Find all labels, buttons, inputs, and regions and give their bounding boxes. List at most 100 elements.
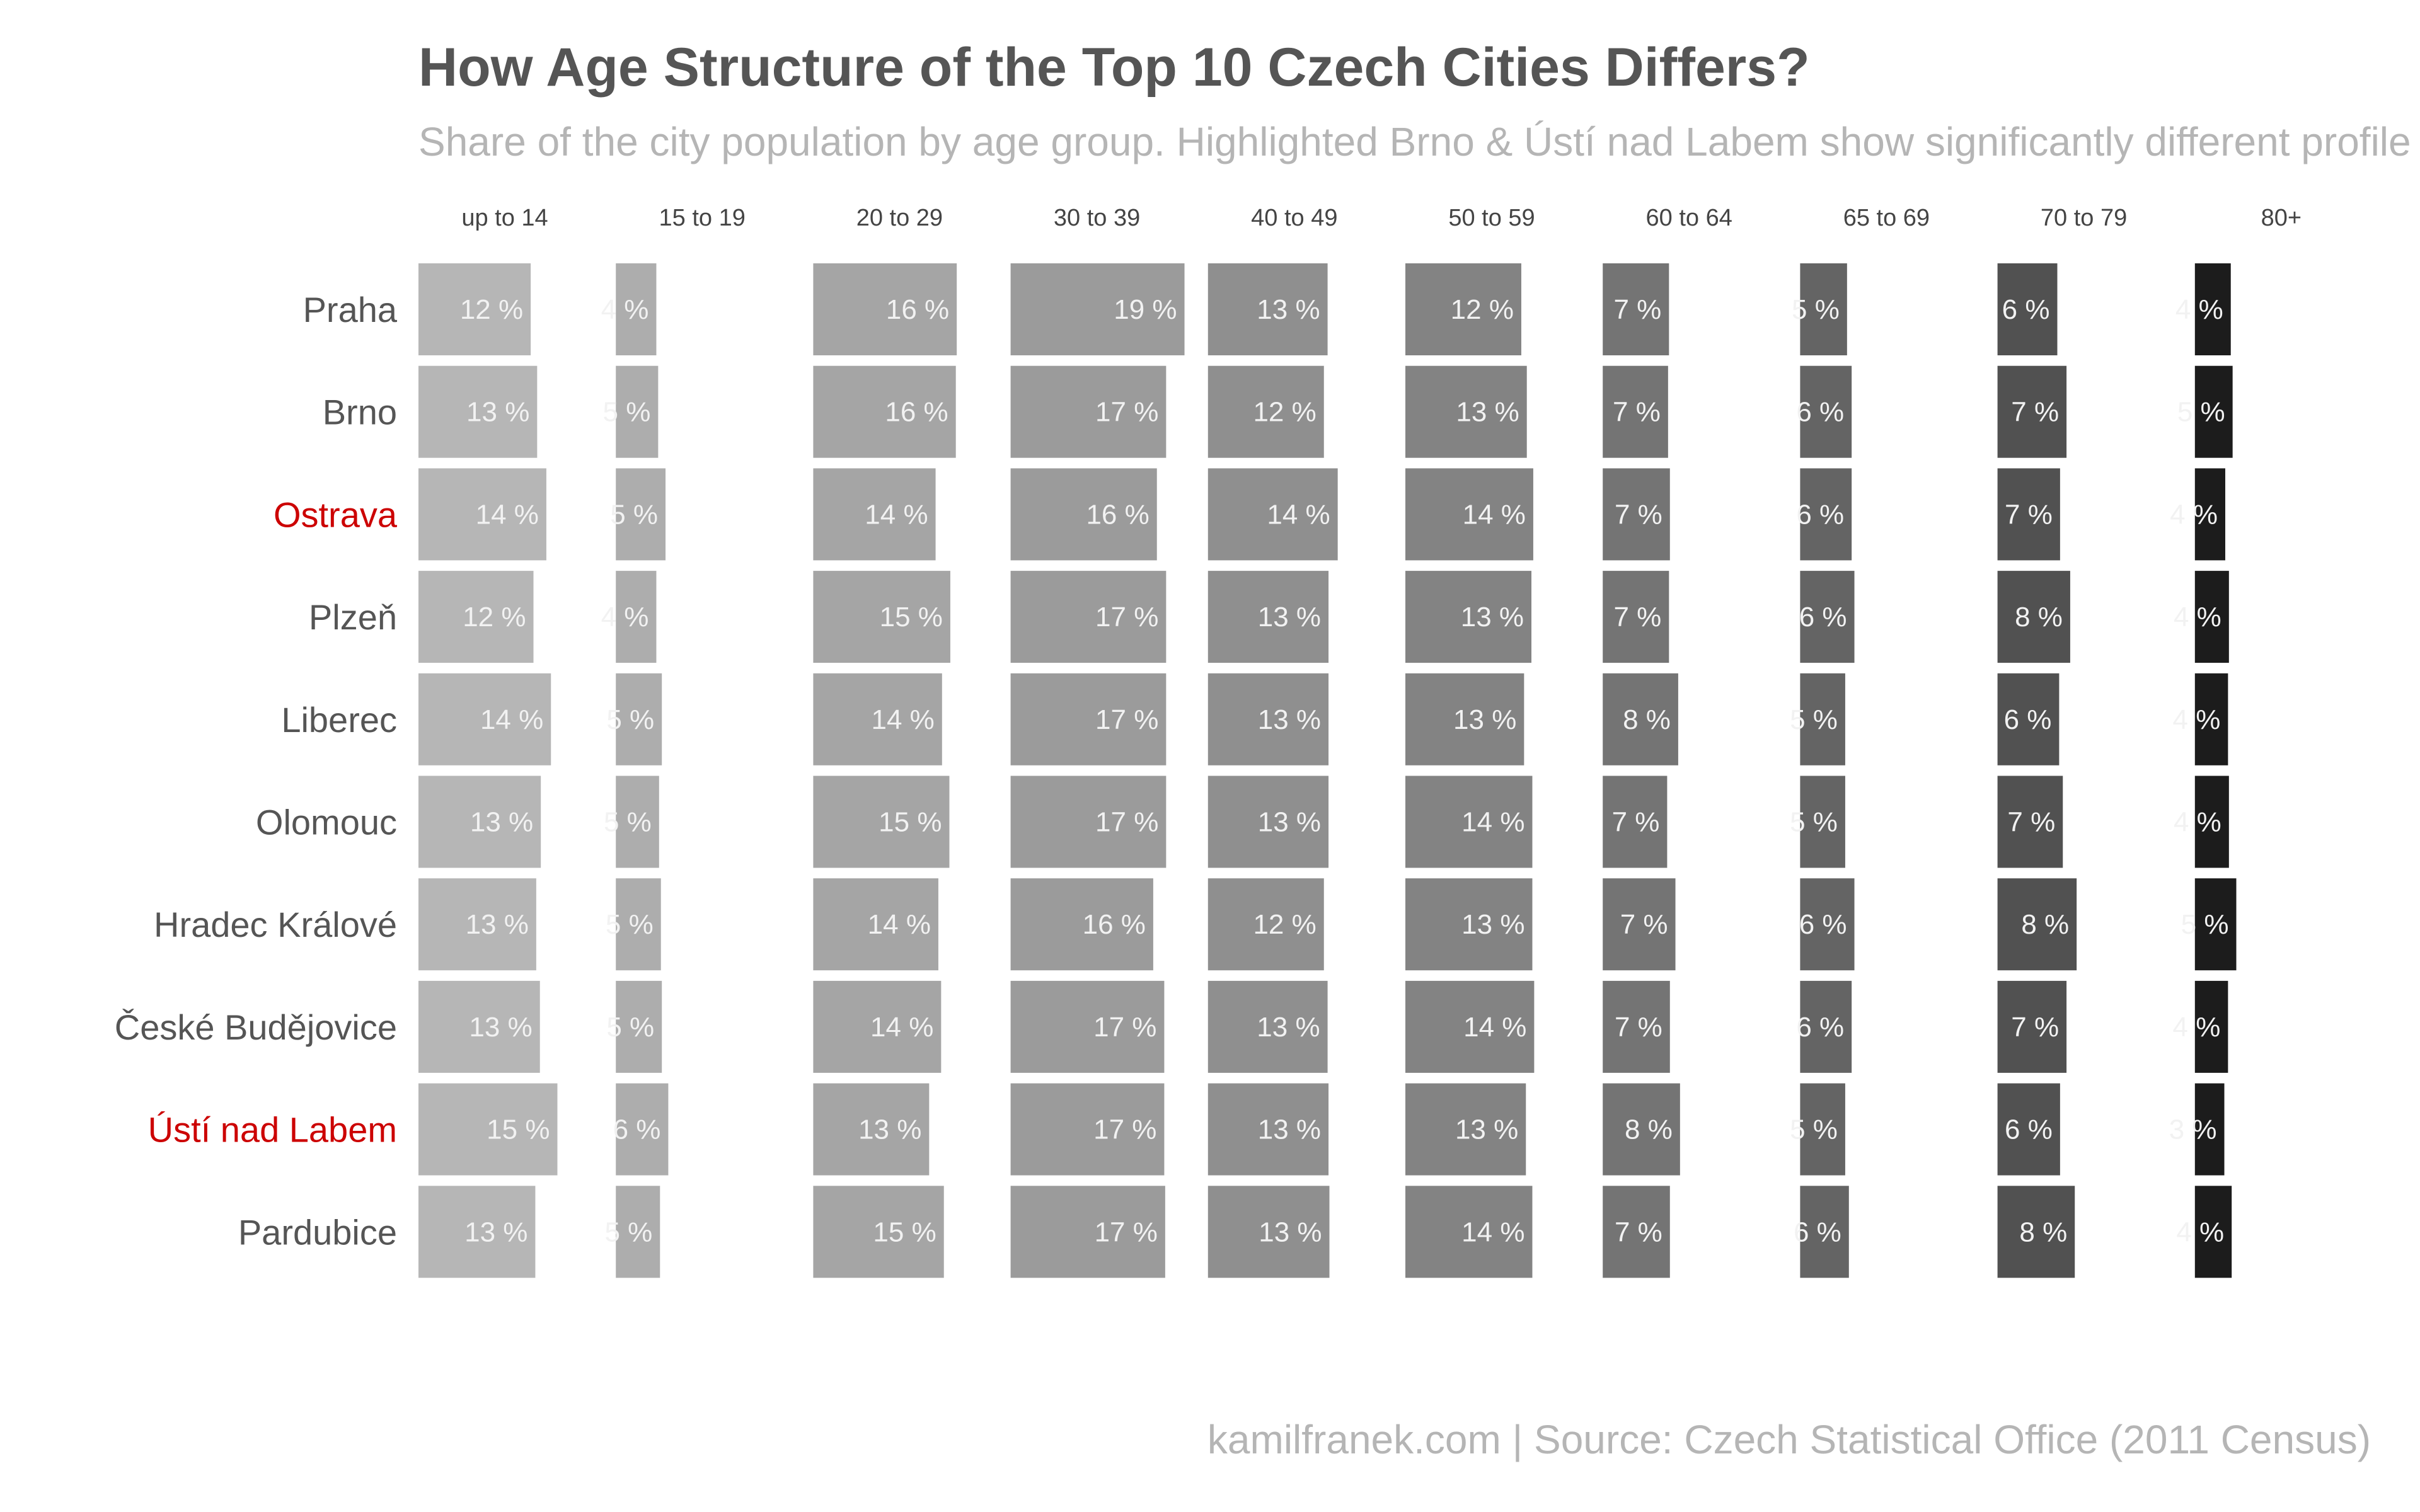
bar-value-label: 15 %: [873, 1217, 936, 1247]
bar-value-label: 5 %: [2181, 909, 2229, 940]
bar-rect: [1405, 1186, 1533, 1278]
bar-usti-nad-labem-60-to-64: 8 %: [1603, 1083, 1680, 1176]
bar-value-label: 13 %: [1258, 704, 1321, 735]
city-label-ostrava: Ostrava: [274, 495, 398, 534]
bar-rect: [1603, 1083, 1680, 1176]
bar-rect: [418, 1186, 536, 1278]
bar-brno-80: 5 %: [2177, 365, 2233, 458]
bar-value-label: 4 %: [2175, 294, 2223, 325]
bar-rect: [1800, 776, 1845, 868]
bar-rect: [1010, 365, 1167, 458]
bar-praha-15-to-19: 4 %: [601, 263, 657, 355]
bar-rect: [1010, 263, 1185, 355]
bar-value-label: 16 %: [885, 397, 948, 428]
bar-praha-70-to-79: 6 %: [1997, 263, 2058, 355]
bar-liberec-20-to-29: 14 %: [813, 673, 942, 765]
bar-value-label: 7 %: [1613, 294, 1661, 325]
bar-rect: [418, 365, 538, 458]
bar-pardubice-15-to-19: 5 %: [604, 1186, 660, 1278]
bar-value-label: 13 %: [1258, 807, 1321, 838]
bar-rect: [1010, 1083, 1165, 1176]
bar-rect: [813, 878, 938, 971]
age-group-headers: up to 14 15 to 19 20 to 29 30 to 39 40 to 49…: [461, 205, 2302, 231]
bar-rect: [2194, 263, 2231, 355]
bar-value-label: 13 %: [469, 1012, 532, 1043]
bar-value-label: 14 %: [1461, 1217, 1524, 1247]
bar-praha-40-to-49: 13 %: [1207, 263, 1328, 355]
bar-liberec-80: 4 %: [2173, 673, 2228, 765]
bar-praha-30-to-39: 19 %: [1010, 263, 1185, 355]
bar-usti-nad-labem-30-to-39: 17 %: [1010, 1083, 1165, 1176]
bar-rect: [1010, 1186, 1165, 1278]
bar-value-label: 8 %: [1625, 1114, 1673, 1145]
bar-rect: [418, 1083, 558, 1176]
bar-brno-50-to-59: 13 %: [1405, 365, 1527, 458]
bar-value-label: 12 %: [1253, 909, 1316, 940]
bar-pardubice-30-to-39: 17 %: [1010, 1186, 1165, 1278]
bar-brno-up-to-14: 13 %: [418, 365, 538, 458]
city-label-praha: Praha: [303, 290, 398, 329]
bar-hradec-kralove-65-to-69: 6 %: [1799, 878, 1855, 971]
bar-liberec-up-to-14: 14 %: [418, 673, 551, 765]
bar-rect: [2194, 980, 2228, 1073]
age-group-header-60-to-64: 60 to 64: [1646, 205, 1732, 231]
bar-liberec-40-to-49: 13 %: [1207, 673, 1329, 765]
bar-rect: [1207, 1186, 1330, 1278]
bar-rect: [616, 468, 666, 561]
bar-brno-20-to-29: 16 %: [813, 365, 956, 458]
bar-ceske-budejovice-40-to-49: 13 %: [1207, 980, 1328, 1073]
bar-value-label: 4 %: [2174, 807, 2221, 838]
bar-rect: [1603, 263, 1669, 355]
bar-rect: [813, 980, 942, 1073]
bar-ceske-budejovice-50-to-59: 14 %: [1405, 980, 1535, 1073]
bar-value-label: 17 %: [1095, 704, 1158, 735]
bar-pardubice-up-to-14: 13 %: [418, 1186, 536, 1278]
bar-value-label: 12 %: [1253, 397, 1316, 428]
bar-value-label: 15 %: [879, 807, 942, 838]
bar-value-label: 5 %: [1790, 704, 1838, 735]
bar-value-label: 13 %: [1258, 602, 1321, 633]
bar-value-label: 5 %: [604, 1217, 652, 1247]
bar-liberec-65-to-69: 5 %: [1790, 673, 1845, 765]
bar-rect: [1997, 673, 2060, 765]
bar-usti-nad-labem-70-to-79: 6 %: [1997, 1083, 2060, 1176]
age-group-header-30-to-39: 30 to 39: [1054, 205, 1140, 231]
bar-pardubice-60-to-64: 7 %: [1603, 1186, 1670, 1278]
bar-value-label: 14 %: [1267, 499, 1330, 530]
bar-rect: [1010, 878, 1153, 971]
bar-value-label: 17 %: [1095, 602, 1158, 633]
bar-rect: [2194, 571, 2229, 663]
bar-rect: [1997, 468, 2060, 561]
bar-plzen-40-to-49: 13 %: [1207, 571, 1329, 663]
bar-value-label: 14 %: [1463, 499, 1526, 530]
bar-rect: [1207, 571, 1329, 663]
bar-value-label: 6 %: [2005, 1114, 2053, 1145]
bar-rect: [1800, 673, 1845, 765]
bar-pardubice-20-to-29: 15 %: [813, 1186, 944, 1278]
bar-value-label: 17 %: [1093, 1114, 1156, 1145]
bar-value-label: 13 %: [464, 1217, 527, 1247]
bar-hradec-kralove-30-to-39: 16 %: [1010, 878, 1153, 971]
bar-ceske-budejovice-65-to-69: 6 %: [1796, 980, 1852, 1073]
bar-rect: [1405, 980, 1535, 1073]
bar-value-label: 16 %: [1086, 499, 1149, 530]
bar-ostrava-15-to-19: 5 %: [610, 468, 666, 561]
bar-ceske-budejovice-20-to-29: 14 %: [813, 980, 942, 1073]
bar-value-label: 13 %: [1461, 602, 1524, 633]
bar-ostrava-30-to-39: 16 %: [1010, 468, 1157, 561]
bar-rect: [813, 365, 956, 458]
bar-liberec-15-to-19: 5 %: [606, 673, 662, 765]
bar-value-label: 12 %: [1451, 294, 1514, 325]
bar-rect: [616, 571, 657, 663]
bar-value-label: 7 %: [2011, 1012, 2059, 1043]
bar-rect: [1800, 263, 1847, 355]
bar-rect: [1800, 878, 1855, 971]
bar-plzen-60-to-64: 7 %: [1603, 571, 1669, 663]
bar-value-label: 7 %: [2005, 499, 2053, 530]
bar-value-label: 6 %: [1796, 1012, 1844, 1043]
bar-praha-60-to-64: 7 %: [1603, 263, 1669, 355]
bar-value-label: 6 %: [1794, 1217, 1841, 1247]
bar-hradec-kralove-50-to-59: 13 %: [1405, 878, 1533, 971]
bar-ostrava-20-to-29: 14 %: [813, 468, 936, 561]
bar-brno-30-to-39: 17 %: [1010, 365, 1167, 458]
